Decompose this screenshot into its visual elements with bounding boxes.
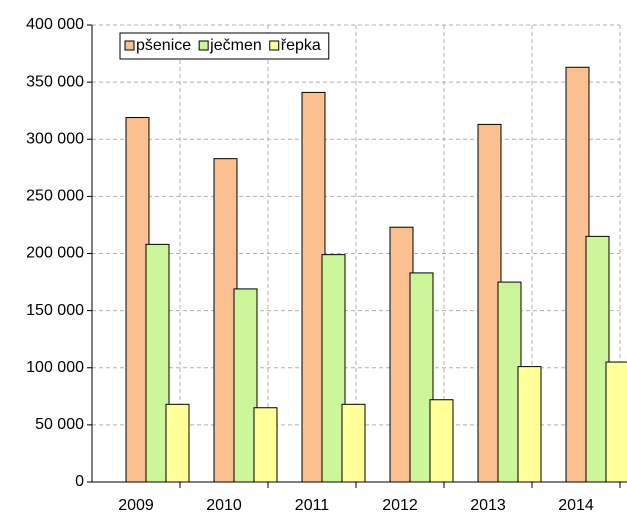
x-tick-label: 2012 xyxy=(382,497,418,514)
legend-label: pšenice xyxy=(136,37,191,54)
legend-label: ječmen xyxy=(209,37,262,54)
bar xyxy=(341,403,366,483)
y-tick-label: 150 000 xyxy=(26,302,84,319)
x-tick-label: 2013 xyxy=(470,497,506,514)
y-tick-label: 300 000 xyxy=(26,130,84,147)
x-tick-label: 2014 xyxy=(558,497,594,514)
y-tick-label: 400 000 xyxy=(26,16,84,33)
x-tick-label: 2009 xyxy=(118,497,154,514)
y-tick-label: 0 xyxy=(75,473,84,490)
legend-swatch xyxy=(269,40,280,51)
bar xyxy=(429,399,454,483)
legend-box xyxy=(119,32,330,60)
x-tick-label: 2011 xyxy=(295,497,330,514)
y-tick-label: 250 000 xyxy=(26,188,84,205)
bar xyxy=(165,403,190,483)
y-tick-label: 50 000 xyxy=(35,416,84,433)
y-tick-label: 350 000 xyxy=(26,73,84,90)
bar xyxy=(253,407,278,483)
bar xyxy=(517,366,542,483)
y-tick-label: 200 000 xyxy=(26,245,84,262)
y-tick-label: 100 000 xyxy=(26,359,84,376)
bar xyxy=(605,361,627,483)
x-tick-label: 2010 xyxy=(206,497,242,514)
legend-swatch xyxy=(124,40,135,51)
legend-swatch xyxy=(198,40,209,51)
legend-label: řepka xyxy=(281,37,321,54)
